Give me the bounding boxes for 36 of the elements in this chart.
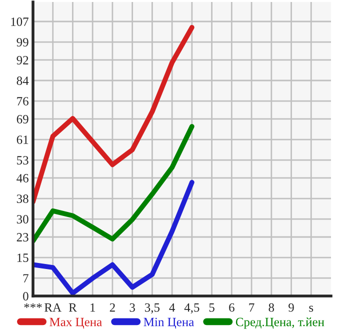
legend-label: Min Цена — [144, 318, 194, 329]
y-tick-label: 38 — [16, 194, 28, 203]
y-tick-label: 0 — [23, 292, 28, 300]
x-tick-label: 5 — [209, 303, 214, 312]
x-tick-label: 7 — [249, 303, 254, 312]
line-series — [33, 24, 194, 204]
x-tick-label: 4 — [169, 303, 175, 312]
y-tick-label: 76 — [17, 97, 28, 106]
legend-label: Сред.Цена, т.йен — [236, 318, 324, 329]
x-tick-label: 9 — [288, 303, 294, 312]
x-tick-label: 4,5 — [184, 303, 200, 314]
y-tick-label: 7 — [23, 274, 28, 282]
x-tick-label: 6 — [229, 303, 234, 312]
y-tick-label: 30 — [16, 215, 28, 224]
y-tick-label: 23 — [16, 233, 28, 242]
y-tick-label: 69 — [16, 115, 28, 124]
y-tick-label: 99 — [16, 38, 28, 46]
line-series — [33, 124, 194, 244]
x-tick-label: 3,5 — [144, 303, 160, 314]
y-tick-label: 107 — [11, 18, 28, 26]
x-tick-label: 8 — [268, 303, 274, 312]
x-tick-label: 1 — [90, 303, 95, 312]
y-tick-label: 92 — [16, 56, 28, 64]
x-tick-label: s — [309, 306, 314, 312]
y-tick-label: 84 — [16, 76, 29, 85]
x-tick-label: RA — [44, 303, 62, 312]
x-tick-label: 3 — [130, 303, 135, 312]
x-tick-label: *** — [24, 303, 42, 308]
y-tick-label: 53 — [17, 156, 28, 164]
x-tick-label: R — [68, 303, 77, 312]
y-tick-label: 15 — [17, 254, 28, 262]
line-series — [33, 180, 194, 296]
y-tick-label: 61 — [16, 136, 28, 144]
legend-label: Max Цена — [50, 318, 102, 329]
y-tick-label: 46 — [16, 174, 28, 182]
x-tick-label: 2 — [110, 303, 115, 312]
